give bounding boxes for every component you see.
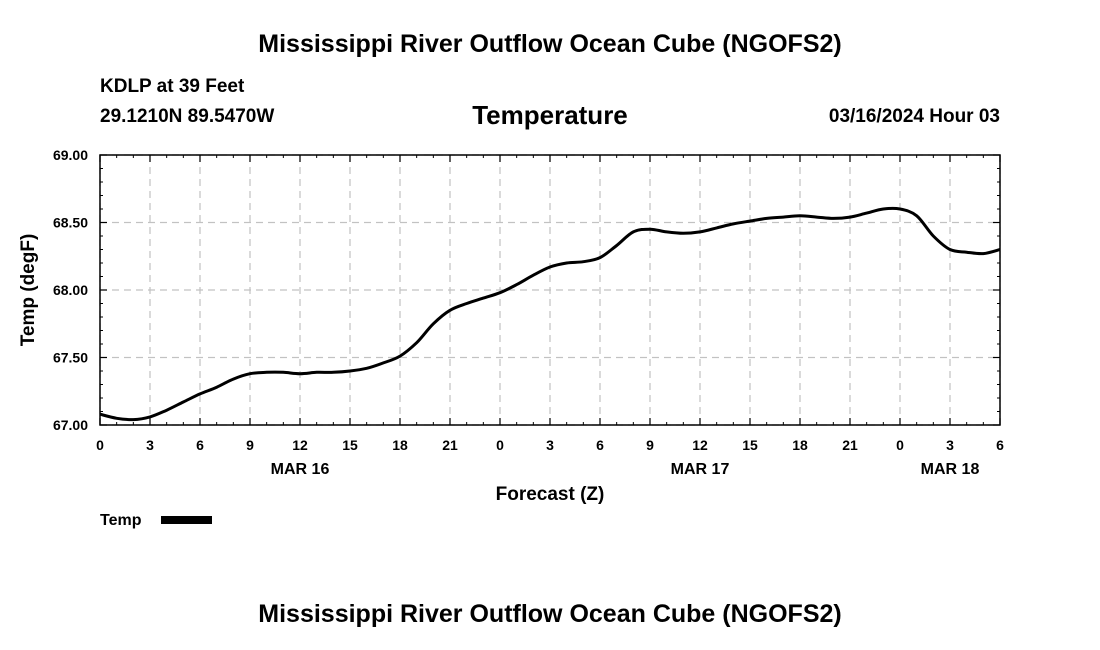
- x-axis-label: Forecast (Z): [496, 484, 605, 505]
- x-tick-label: 0: [96, 437, 104, 453]
- x-tick-label: 12: [692, 437, 708, 453]
- x-tick-label: 0: [896, 437, 904, 453]
- grid: [99, 154, 1001, 426]
- x-tick-label: 15: [342, 437, 358, 453]
- x-date-label: MAR 16: [271, 461, 330, 478]
- chart-main-title: Mississippi River Outflow Ocean Cube (NG…: [258, 30, 842, 58]
- variable-title: Temperature: [472, 100, 628, 130]
- x-tick-label: 18: [392, 437, 408, 453]
- x-tick-label: 3: [946, 437, 954, 453]
- x-tick-label: 0: [496, 437, 504, 453]
- x-tick-label: 3: [146, 437, 154, 453]
- station-label: KDLP at 39 Feet: [100, 76, 245, 97]
- y-tick-label: 68.50: [53, 215, 88, 231]
- legend: Temp: [100, 512, 212, 529]
- x-tick-label: 6: [996, 437, 1004, 453]
- y-axis-label: Temp (degF): [18, 234, 39, 347]
- x-tick-label: 21: [842, 437, 858, 453]
- x-tick-label: 18: [792, 437, 808, 453]
- x-date-label: MAR 17: [671, 461, 730, 478]
- x-tick-label: 3: [546, 437, 554, 453]
- forecast-datetime: 03/16/2024 Hour 03: [828, 106, 1000, 127]
- temperature-chart: 0 3 6 9 12 15 18 21 0 3 6 9 12 15 18 21 0 3 6 67.00 67.50 68.…: [18, 147, 1004, 529]
- x-tick-label: 9: [646, 437, 654, 453]
- y-tick-label: 69.00: [53, 147, 88, 163]
- x-tick-label: 21: [442, 437, 458, 453]
- x-date-label: MAR 18: [921, 461, 980, 478]
- y-tick-label: 67.00: [53, 417, 88, 433]
- chart-footer-title: Mississippi River Outflow Ocean Cube (NG…: [258, 600, 842, 628]
- x-tick-label: 12: [292, 437, 308, 453]
- x-tick-label: 9: [246, 437, 254, 453]
- axis-labels: 0 3 6 9 12 15 18 21 0 3 6 9 12 15 18 21 0 3 6 67.00 67.50 68.…: [53, 147, 1004, 478]
- x-tick-label: 15: [742, 437, 758, 453]
- legend-swatch-temp: [161, 516, 212, 524]
- legend-label-temp: Temp: [100, 512, 142, 529]
- axis-ticks: [99, 154, 1001, 426]
- y-tick-label: 68.00: [53, 282, 88, 298]
- x-tick-label: 6: [596, 437, 604, 453]
- station-coordinates: 29.1210N 89.5470W: [100, 106, 275, 127]
- y-tick-label: 67.50: [53, 350, 88, 366]
- series-line-temp: [99, 206, 1001, 422]
- x-tick-label: 6: [196, 437, 204, 453]
